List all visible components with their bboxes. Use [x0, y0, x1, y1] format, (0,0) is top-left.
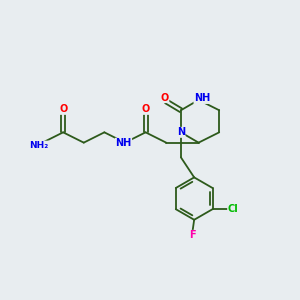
Text: O: O: [59, 104, 67, 114]
Text: NH: NH: [194, 94, 210, 103]
Text: NH: NH: [116, 138, 132, 148]
Text: N: N: [177, 127, 185, 137]
Text: Cl: Cl: [228, 204, 238, 214]
Text: NH₂: NH₂: [29, 141, 49, 150]
Text: O: O: [142, 104, 150, 114]
Text: F: F: [189, 230, 196, 240]
Text: O: O: [160, 93, 169, 103]
